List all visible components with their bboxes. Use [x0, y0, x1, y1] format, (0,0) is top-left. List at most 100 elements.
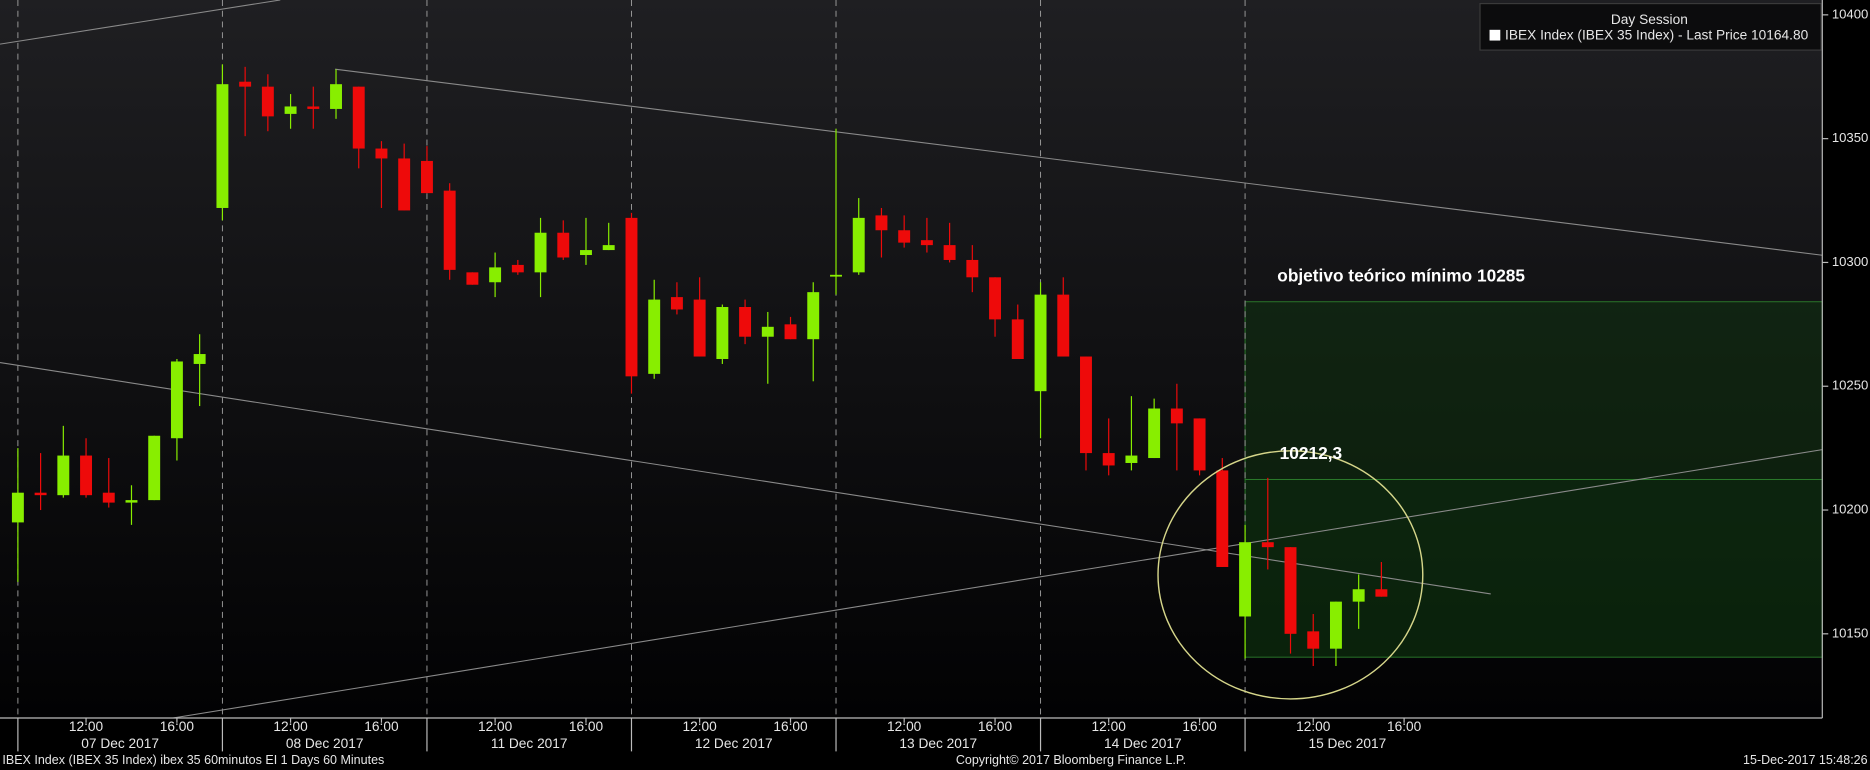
candle-body — [1102, 453, 1115, 466]
candle-body — [11, 492, 24, 523]
candle-body — [534, 232, 547, 273]
candle-body — [989, 277, 1002, 320]
candle-body — [852, 217, 865, 273]
x-tick-label: 12:00 — [1296, 719, 1331, 734]
candle-body — [466, 272, 479, 285]
candle-body — [102, 492, 115, 503]
candle-body — [375, 148, 388, 159]
candle-body — [1261, 542, 1274, 548]
candle-body — [602, 245, 615, 251]
copyright: Copyright© 2017 Bloomberg Finance L.P. — [956, 753, 1186, 767]
candle-body — [80, 455, 93, 496]
candle-body — [1034, 294, 1047, 392]
x-tick-label: 16:00 — [773, 719, 808, 734]
candle-body — [216, 84, 229, 208]
legend-title: Day Session — [1611, 12, 1688, 27]
candle-body — [1080, 356, 1092, 454]
y-tick-label: 10300 — [1832, 254, 1868, 269]
legend-entry: IBEX Index (IBEX 35 Index) - Last Price … — [1505, 27, 1809, 42]
candle-body — [398, 158, 411, 211]
candle-body — [330, 84, 342, 109]
candle-body — [784, 324, 797, 340]
candle-body — [489, 267, 502, 283]
x-tick-label: 12:00 — [887, 719, 922, 734]
x-tick-label: 16:00 — [978, 719, 1013, 734]
x-tick-label: 12:00 — [69, 719, 104, 734]
candle-body — [1352, 589, 1365, 602]
legend: Day Session IBEX Index (IBEX 35 Index) -… — [1479, 2, 1822, 51]
candle-body — [193, 354, 206, 364]
candle-body — [284, 106, 297, 114]
legend-box — [1479, 2, 1822, 51]
candle-body — [170, 361, 183, 439]
x-date-label: 11 Dec 2017 — [491, 736, 568, 751]
candle-body — [1375, 589, 1388, 597]
candle-body — [420, 160, 433, 194]
candle-body — [670, 297, 683, 310]
candle-body — [1148, 408, 1161, 459]
candle-body — [34, 492, 47, 496]
highlight-circle — [1157, 450, 1424, 700]
candle-body — [443, 190, 456, 270]
candle-body — [716, 307, 729, 359]
candle-body — [693, 299, 706, 357]
x-date-label: 08 Dec 2017 — [286, 736, 364, 751]
candle-body — [920, 240, 933, 246]
x-date-label: 13 Dec 2017 — [899, 736, 977, 751]
candle-body — [1307, 631, 1320, 649]
candle-body — [898, 230, 911, 243]
target-zone — [1244, 301, 1823, 480]
candle-body — [511, 264, 524, 273]
x-tick-label: 12:00 — [478, 719, 513, 734]
candle-body — [1284, 547, 1297, 634]
footer-left: IBEX Index (IBEX 35 Index) ibex 35 60min… — [2, 753, 384, 767]
x-tick-label: 16:00 — [1387, 719, 1422, 734]
axes: 10150 10200 10250 10300 10350 10400 07 Dec 201… — [17, 6, 1868, 752]
candle-body — [125, 500, 138, 503]
x-date-label: 14 Dec 2017 — [1104, 736, 1182, 751]
timestamp: 15-Dec-2017 15:48:26 — [1743, 753, 1868, 767]
candle-body — [1170, 408, 1183, 424]
x-tick-label: 16:00 — [364, 719, 399, 734]
x-tick-label: 12:00 — [273, 719, 308, 734]
trend-line — [0, 0, 281, 45]
candle-body — [875, 215, 888, 231]
candle-body — [761, 326, 774, 337]
x-date-label: 15 Dec 2017 — [1308, 736, 1386, 751]
candle-body — [1329, 601, 1342, 649]
candle-body — [1239, 542, 1252, 617]
legend-swatch — [1489, 29, 1501, 41]
x-date-label: 07 Dec 2017 — [81, 736, 159, 751]
annotation: objetivo teórico mínimo 10285 — [1277, 265, 1525, 285]
candles — [11, 64, 1388, 667]
candle-body — [625, 217, 638, 377]
y-tick-label: 10350 — [1832, 130, 1868, 145]
candle-body — [739, 307, 752, 337]
candle-body — [1011, 319, 1024, 359]
candle-body — [261, 86, 274, 117]
candle-body — [1216, 470, 1229, 567]
y-tick-label: 10200 — [1832, 501, 1868, 516]
x-date-label: 12 Dec 2017 — [695, 736, 773, 751]
x-tick-label: 16:00 — [160, 719, 195, 734]
candle-body — [239, 81, 252, 87]
trend-line — [172, 449, 1823, 719]
candle-body — [352, 86, 365, 149]
x-tick-label: 16:00 — [569, 719, 604, 734]
trend-lines — [0, 0, 1823, 719]
candle-body — [307, 106, 320, 109]
candle-body — [830, 274, 842, 277]
candle-body — [148, 435, 161, 501]
candle-body — [1057, 294, 1070, 357]
trend-line — [335, 68, 1823, 256]
y-tick-label: 10400 — [1832, 6, 1868, 21]
y-tick-label: 10250 — [1832, 378, 1868, 393]
candle-body — [648, 299, 661, 374]
x-tick-label: 16:00 — [1182, 719, 1217, 734]
candle-body — [557, 232, 570, 258]
candle-body — [943, 245, 956, 260]
candle-body — [966, 259, 979, 278]
candle-body — [580, 250, 592, 256]
